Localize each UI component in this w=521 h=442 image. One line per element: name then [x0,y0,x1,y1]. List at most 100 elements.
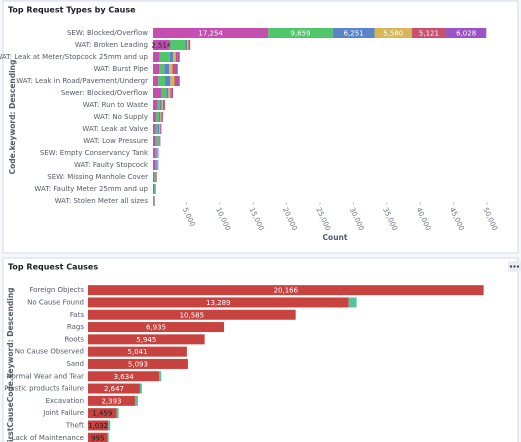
bar-segment [155,124,158,134]
bar-segment [174,76,178,86]
category-label: SEW: Empty Conservancy Tank [40,149,149,157]
bar-segment [153,124,156,134]
bar-segment [154,184,156,194]
category-label: WAT: Faulty Meter 25mm and up [34,185,148,193]
bar-segment [88,358,188,369]
value-label: 5,945 [136,336,156,344]
bar-segment [161,112,163,122]
bar-segment [153,196,154,206]
value-label: 6,251 [344,30,364,38]
bar-segment [175,64,178,74]
bar-segment [160,112,162,122]
bar-segment [158,136,160,146]
bar-segment [153,64,160,74]
bar-segment [166,88,169,98]
category-label: Normal Wear and Tear [6,372,84,380]
category-label: SEW: Missing Manhole Cover [47,173,148,181]
bar-segment [153,160,156,170]
bar-segment [88,383,140,394]
category-label: Theft [65,421,84,429]
category-label: WAT: No Supply [94,113,148,121]
bar-segment [158,76,166,86]
category-label: WAT: Stolen Meter all sizes [55,197,149,205]
bar-segment [160,124,161,134]
bar-segment [155,148,157,158]
bar-segment [159,100,162,110]
bar-segment [155,136,158,146]
y-axis-title: irstCauseCode.keyword: Descending [6,287,15,442]
bar-segment [139,383,142,394]
bar-segment [446,28,487,38]
bar-segment [187,40,189,50]
bar-segment [88,395,135,406]
panel-title: Top Request Types by Cause [8,6,136,15]
bar-segment [154,172,156,182]
bar-segment [153,172,155,182]
bar-segment [116,408,119,419]
bar-segment [157,100,160,110]
bar-segment [175,52,178,62]
value-label: 5,041 [127,348,147,356]
value-label: 2,393 [101,397,121,405]
bar-segment [164,100,166,110]
category-label: Foreign Objects [29,286,84,294]
bar-segment [157,148,159,158]
bar-segment [189,40,191,50]
panel-title: Top Request Causes [8,263,98,272]
value-label: 9,659 [290,30,310,38]
bar-segment [88,346,187,357]
bar-segment [268,28,333,38]
bar-segment [188,40,190,50]
bar-segment [163,100,165,110]
category-label: WAT: Leak in Road/Pavement/Undergr [16,77,148,85]
category-label: No Cause Found [27,298,84,306]
category-label: Excavation [46,397,84,405]
bar-segment [108,420,111,431]
x-axis-title: Count [323,233,348,242]
value-label: 6,028 [456,30,476,38]
category-label: Plastic products failure [4,385,84,393]
bar-segment [153,148,156,158]
category-label: WAT: Run to Waste [83,101,148,109]
bar-segment [177,76,180,86]
bar-segment [411,28,447,38]
bar-segment [172,64,176,74]
bar-segment [159,371,162,382]
value-label: 17,254 [198,30,223,38]
bar-segment [153,100,158,110]
category-label: Fats [70,311,84,319]
bar-segment [153,184,155,194]
category-label: Sewer: Blocked/Overflow [61,89,148,97]
bar-segment [156,160,158,170]
bar-segment [169,64,173,74]
value-label: 13,289 [206,299,231,307]
value-label: 1,032 [88,422,108,430]
bar-segment [153,112,157,122]
bar-segment [157,124,160,134]
bar-segment [171,88,174,98]
bar-segment [157,160,158,170]
category-label: WAT: Leak at Valve [82,125,148,133]
bar-segment [177,52,180,62]
panel-menu[interactable] [508,261,521,272]
value-label: 5,580 [383,30,403,38]
bar-segment [332,28,375,38]
bar-segment [88,334,205,345]
value-label: 3,634 [114,373,135,381]
bar-segment [88,420,109,431]
bar-segment [185,40,188,50]
value-label: 5,093 [128,360,148,368]
category-label: Sand [66,360,84,368]
category-label: WAT: Burst Pipe [94,65,148,73]
menu-dot [509,265,513,268]
bar-segment [88,408,117,419]
category-label: Roots [64,335,84,343]
category-label: Lack of Maintenance [12,434,84,442]
value-label: 5,121 [419,30,439,38]
bar-segment [88,371,160,382]
bar-segment [173,52,176,62]
category-label: WAT: Leak at Meter/Stopcock 25mm and up [0,53,149,61]
bar-segment [161,100,164,110]
value-label: 1,459 [92,410,112,418]
